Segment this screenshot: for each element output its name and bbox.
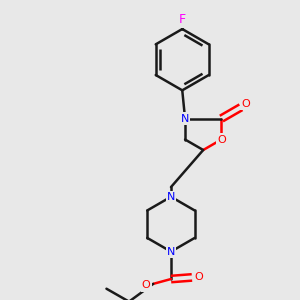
Text: F: F	[179, 14, 186, 26]
Text: N: N	[181, 113, 189, 124]
Text: O: O	[194, 272, 203, 282]
Text: O: O	[217, 134, 226, 145]
Text: O: O	[142, 280, 151, 290]
Text: N: N	[167, 247, 175, 256]
Text: N: N	[167, 192, 175, 202]
Text: O: O	[242, 99, 250, 110]
